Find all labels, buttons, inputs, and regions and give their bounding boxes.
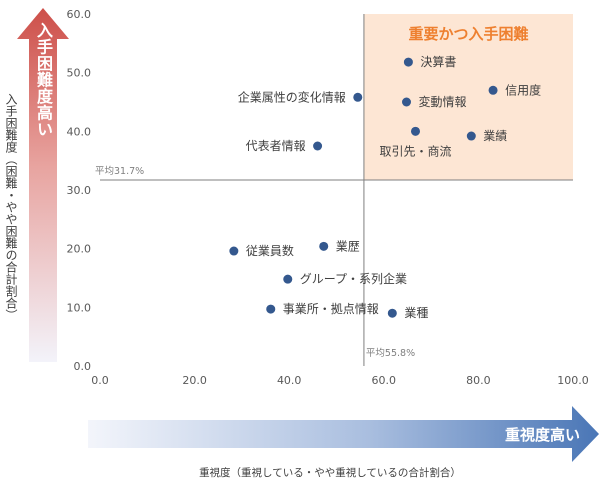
highlight-label: 重要かつ入手困難 — [408, 25, 528, 43]
y-tick-label: 60.0 — [67, 8, 92, 21]
data-point-label: 業歴 — [336, 239, 360, 253]
average-y-label: 平均31.7% — [95, 165, 144, 177]
highlight-region — [363, 14, 573, 181]
x-axis-title: 重視度（重視している・やや重視しているの合計割合） — [199, 466, 461, 479]
x-tick-label: 80.0 — [466, 374, 491, 387]
x-tick-label: 100.0 — [557, 374, 589, 387]
y-tick-label: 20.0 — [67, 243, 92, 256]
y-tick-label: 10.0 — [67, 301, 92, 314]
data-point — [229, 246, 239, 256]
data-point — [402, 97, 412, 107]
data-point-label: 企業属性の変化情報 — [238, 89, 346, 104]
x-axis-arrow — [88, 406, 599, 462]
data-point-label: 変動情報 — [419, 94, 467, 109]
data-point-label: 業種 — [404, 306, 428, 320]
data-point-label: 従業員数 — [246, 243, 294, 258]
data-point-label: 決算書 — [420, 54, 456, 69]
data-point-label: 事業所・拠点情報 — [283, 302, 379, 316]
data-point — [410, 126, 420, 136]
data-point — [353, 92, 363, 102]
y-tick-label: 30.0 — [67, 184, 92, 197]
data-point-label: 取引先・商流 — [379, 143, 451, 158]
data-point — [313, 141, 323, 151]
y-axis-arrow — [17, 8, 69, 362]
data-point — [266, 304, 276, 314]
data-point-label: 業績 — [483, 129, 507, 143]
y-tick-label: 0.0 — [74, 360, 92, 373]
data-point — [387, 308, 397, 318]
x-tick-label: 0.0 — [91, 374, 109, 387]
data-point — [488, 85, 498, 95]
x-tick-label: 40.0 — [277, 374, 302, 387]
data-point — [403, 57, 413, 67]
y-tick-label: 40.0 — [67, 125, 92, 138]
data-point — [466, 131, 476, 141]
data-point-label: 信用度 — [505, 82, 541, 97]
x-arrow-label: 重視度高い — [505, 426, 580, 444]
x-tick-label: 60.0 — [372, 374, 397, 387]
data-point-label: 代表者情報 — [246, 139, 306, 153]
y-axis-title: 入手困難度（困難・やや困難の合計割合） — [4, 93, 18, 321]
average-x-label: 平均55.8% — [366, 347, 415, 359]
data-point-label: グループ・系列企業 — [300, 271, 407, 286]
y-tick-label: 50.0 — [67, 67, 92, 80]
data-point — [283, 274, 293, 284]
x-tick-label: 20.0 — [182, 374, 207, 387]
data-point — [319, 241, 329, 251]
y-arrow-label: 入手困難度高い — [34, 22, 53, 138]
